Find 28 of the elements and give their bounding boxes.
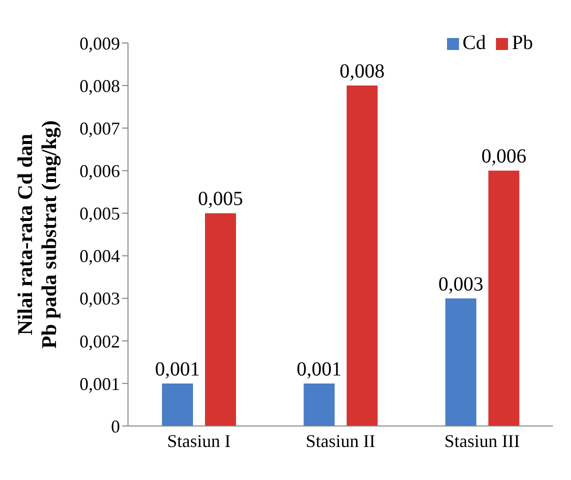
bar (162, 383, 193, 426)
y-tick-label: 0,008 (80, 76, 120, 96)
bar (445, 298, 476, 426)
data-label: 0,008 (340, 60, 385, 83)
y-tick-label: 0,007 (80, 118, 120, 138)
data-label: 0,001 (296, 358, 342, 380)
bar (488, 170, 520, 426)
bar (205, 213, 236, 426)
x-tick-label: Stasiun III (444, 430, 520, 451)
y-tick-label: 0,004 (80, 246, 120, 266)
y-tick-label: 0,003 (80, 288, 120, 309)
bar (346, 86, 378, 426)
y-tick-label: 0,001 (80, 374, 120, 394)
y-tick-label: 0 (111, 416, 120, 436)
bar (304, 383, 335, 426)
data-label: 0,006 (481, 146, 526, 168)
y-tick-label: 0,005 (80, 204, 120, 224)
x-tick-label: Stasiun I (167, 430, 231, 451)
x-tick-label: Stasiun II (306, 430, 376, 451)
legend-label: Cd (462, 32, 486, 54)
y-tick-label: 0,009 (80, 33, 120, 54)
data-label: 0,001 (155, 358, 200, 380)
data-label: 0,005 (198, 188, 243, 210)
data-label: 0,003 (438, 273, 484, 296)
y-axis-title: Nilai rata-rata Cd dan Pb pada substrat (mg/kg) (13, 120, 61, 349)
y-tick-label: 0,002 (80, 331, 120, 352)
y-tick-label: 0,006 (80, 161, 120, 182)
legend-label: Pb (512, 32, 533, 54)
